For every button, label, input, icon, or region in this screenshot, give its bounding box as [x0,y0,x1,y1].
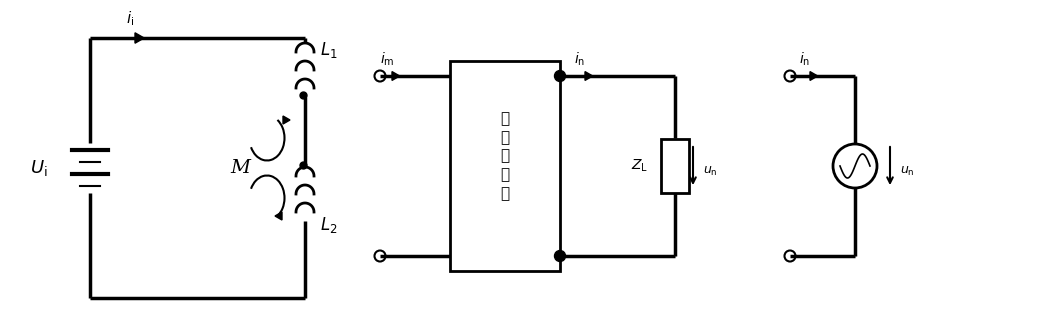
Polygon shape [810,72,817,80]
Polygon shape [135,33,144,43]
Polygon shape [585,72,592,80]
Text: $i_{\rm n}$: $i_{\rm n}$ [799,51,811,68]
Circle shape [554,71,566,82]
Text: 单
相
滤
波
器: 单 相 滤 波 器 [501,111,510,201]
Text: $Z_{\rm L}$: $Z_{\rm L}$ [630,158,648,174]
Polygon shape [275,212,282,220]
Text: $i_{\rm i}$: $i_{\rm i}$ [126,9,134,28]
Text: $U_{\rm i}$: $U_{\rm i}$ [31,158,48,178]
Polygon shape [392,72,400,80]
Text: $u_{\rm n}$: $u_{\rm n}$ [703,165,718,177]
Text: $u_{\rm n}$: $u_{\rm n}$ [900,165,914,177]
Text: M: M [230,159,250,177]
Text: $L_2$: $L_2$ [320,215,338,235]
Text: $i_{\rm n}$: $i_{\rm n}$ [574,51,586,68]
Text: $i_{\rm m}$: $i_{\rm m}$ [380,51,394,68]
FancyBboxPatch shape [450,61,560,271]
Text: $L_1$: $L_1$ [320,40,338,60]
Polygon shape [283,116,290,124]
Circle shape [554,250,566,261]
FancyBboxPatch shape [661,139,689,193]
